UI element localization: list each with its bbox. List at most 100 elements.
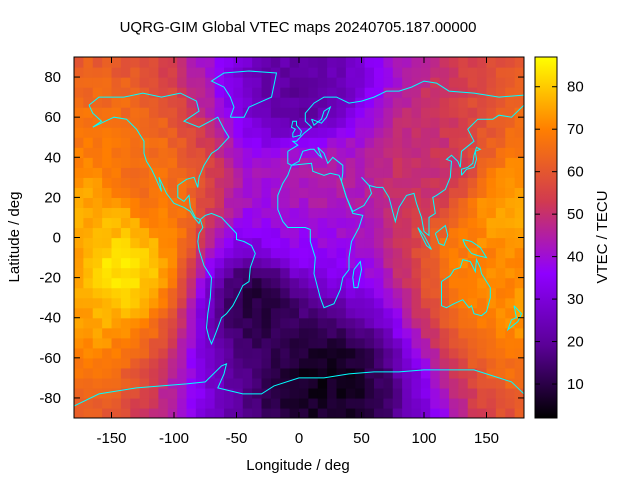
heatmap-cell xyxy=(111,257,122,269)
heatmap-cell xyxy=(158,237,169,249)
heatmap-cell xyxy=(280,377,291,389)
heatmap-cell xyxy=(111,77,122,88)
heatmap-cell xyxy=(270,407,281,418)
heatmap-cell xyxy=(120,387,131,399)
heatmap-cell xyxy=(83,327,94,339)
heatmap-cell xyxy=(158,247,169,259)
heatmap-cell xyxy=(514,147,524,158)
heatmap-cell xyxy=(130,357,141,369)
heatmap-cell xyxy=(83,337,94,349)
heatmap-cell xyxy=(392,287,403,299)
heatmap-cell xyxy=(374,257,384,269)
heatmap-cell xyxy=(195,207,206,219)
heatmap-cell xyxy=(495,77,506,88)
heatmap-cell xyxy=(430,337,441,349)
heatmap-cell xyxy=(449,237,459,249)
heatmap-cell xyxy=(158,267,169,279)
heatmap-cell xyxy=(467,167,478,178)
heatmap-cell xyxy=(430,277,441,289)
heatmap-cell xyxy=(449,77,459,88)
heatmap-cell xyxy=(242,237,253,249)
heatmap-cell xyxy=(430,347,441,359)
heatmap-cell xyxy=(92,107,103,118)
heatmap-cell xyxy=(261,147,272,158)
heatmap-cell xyxy=(74,267,84,279)
heatmap-cell xyxy=(233,107,244,118)
heatmap-cell xyxy=(430,167,441,178)
heatmap-cell xyxy=(505,227,516,239)
heatmap-cell xyxy=(74,307,84,319)
heatmap-cell xyxy=(289,237,300,249)
heatmap-cell xyxy=(195,77,206,88)
heatmap-cell xyxy=(345,227,356,239)
heatmap-cell xyxy=(205,207,216,219)
heatmap xyxy=(74,57,524,418)
heatmap-cell xyxy=(92,87,103,98)
heatmap-cell xyxy=(383,227,394,239)
heatmap-cell xyxy=(477,297,488,309)
heatmap-cell xyxy=(83,217,94,229)
heatmap-cell xyxy=(495,347,506,359)
heatmap-cell xyxy=(495,197,506,209)
heatmap-cell xyxy=(74,187,84,198)
heatmap-cell xyxy=(92,407,103,418)
heatmap-cell xyxy=(317,397,328,409)
heatmap-cell xyxy=(486,77,497,88)
heatmap-cell xyxy=(439,57,450,68)
heatmap-cell xyxy=(139,117,150,128)
heatmap-cell xyxy=(158,307,169,319)
heatmap-cell xyxy=(345,127,356,138)
heatmap-cell xyxy=(233,137,244,148)
heatmap-cell xyxy=(402,217,413,229)
heatmap-cell xyxy=(327,107,338,118)
heatmap-cell xyxy=(439,277,450,289)
heatmap-cell xyxy=(486,387,497,399)
heatmap-cell xyxy=(355,77,366,88)
heatmap-cell xyxy=(270,187,281,198)
heatmap-cell xyxy=(252,277,263,289)
heatmap-cell xyxy=(420,297,431,309)
heatmap-cell xyxy=(102,397,113,409)
heatmap-cell xyxy=(467,317,478,329)
heatmap-cell xyxy=(345,327,356,339)
heatmap-cell xyxy=(214,227,225,239)
heatmap-cell xyxy=(111,207,122,219)
heatmap-cell xyxy=(177,187,188,198)
heatmap-cell xyxy=(242,407,253,418)
heatmap-cell xyxy=(383,347,394,359)
heatmap-cell xyxy=(233,397,244,409)
heatmap-cell xyxy=(402,97,413,108)
heatmap-cell xyxy=(449,307,459,319)
heatmap-cell xyxy=(374,147,384,158)
heatmap-cell xyxy=(336,317,347,329)
heatmap-cell xyxy=(92,67,103,78)
heatmap-cell xyxy=(280,77,291,88)
heatmap-cell xyxy=(224,237,234,249)
heatmap-cell xyxy=(514,327,524,339)
heatmap-cell xyxy=(458,187,469,198)
heatmap-cell xyxy=(252,307,263,319)
heatmap-cell xyxy=(411,377,422,389)
heatmap-cell xyxy=(308,377,319,389)
heatmap-cell xyxy=(392,57,403,68)
heatmap-cell xyxy=(252,237,263,249)
heatmap-cell xyxy=(120,97,131,108)
heatmap-cell xyxy=(364,147,375,158)
heatmap-cell xyxy=(458,97,469,108)
coastline-sumatra xyxy=(417,227,432,250)
heatmap-cell xyxy=(355,117,366,128)
heatmap-cell xyxy=(120,337,131,349)
heatmap-cell xyxy=(252,317,263,329)
heatmap-cell xyxy=(449,347,459,359)
heatmap-cell xyxy=(514,257,524,269)
heatmap-cell xyxy=(336,187,347,198)
heatmap-cell xyxy=(477,107,488,118)
heatmap-cell xyxy=(177,137,188,148)
heatmap-cell xyxy=(158,187,169,198)
heatmap-cell xyxy=(336,407,347,418)
heatmap-cell xyxy=(224,147,234,158)
heatmap-cell xyxy=(242,297,253,309)
heatmap-cell xyxy=(139,137,150,148)
heatmap-cell xyxy=(224,157,234,168)
